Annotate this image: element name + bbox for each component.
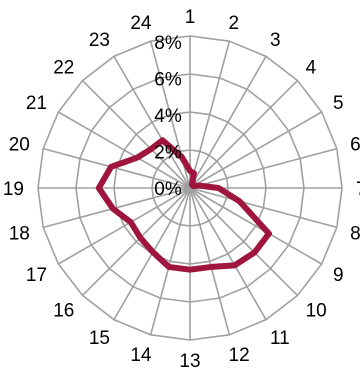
radar-tick-labels: 0% 2% 4% 6% 8% (154, 33, 182, 200)
data-point-13 (189, 268, 191, 271)
data-point-16 (139, 236, 142, 239)
category-label-17: 17 (26, 265, 47, 286)
spoke-10 (189, 187, 299, 297)
data-point-15 (151, 251, 154, 254)
category-label-1: 1 (185, 7, 196, 28)
data-point-20 (110, 165, 113, 168)
category-label-24: 24 (130, 13, 152, 34)
data-point-17 (129, 221, 132, 224)
category-label-14: 14 (130, 345, 152, 366)
data-point-5 (192, 185, 195, 188)
spoke-5 (189, 111, 323, 189)
radar-series-layer (95, 137, 272, 273)
data-point-8 (238, 200, 241, 203)
category-label-7: 7 (356, 179, 360, 200)
spoke-18 (42, 187, 191, 229)
data-point-1 (189, 169, 191, 172)
data-point-22 (150, 148, 153, 151)
spoke-17 (57, 187, 191, 265)
spoke-20 (42, 147, 191, 189)
category-label-20: 20 (9, 134, 30, 155)
data-point-24 (180, 155, 183, 158)
category-label-5: 5 (333, 93, 344, 114)
r-tick-label-3: 6% (154, 70, 182, 91)
spoke-21 (57, 111, 191, 189)
category-label-23: 23 (89, 30, 110, 51)
data-point-23 (161, 139, 164, 142)
spoke-6 (189, 147, 338, 189)
category-label-6: 6 (350, 134, 360, 155)
category-label-10: 10 (306, 301, 327, 322)
spoke-22 (81, 79, 191, 189)
spoke-2 (189, 40, 231, 189)
category-label-9: 9 (333, 265, 344, 286)
r-tick-label-2: 4% (154, 106, 182, 127)
category-label-2: 2 (229, 13, 240, 34)
data-point-10 (253, 251, 256, 254)
radar-grid (37, 35, 343, 341)
data-point-14 (167, 265, 170, 268)
category-label-22: 22 (53, 57, 74, 78)
data-point-21 (136, 156, 139, 159)
r-tick-label-4: 8% (154, 33, 182, 54)
category-label-15: 15 (89, 328, 110, 349)
data-point-6 (198, 184, 201, 187)
category-label-12: 12 (229, 345, 250, 366)
category-label-16: 16 (53, 301, 74, 322)
spoke-12 (189, 187, 231, 336)
spoke-14 (149, 187, 191, 336)
data-point-9 (267, 232, 270, 235)
spoke-3 (189, 55, 267, 189)
data-point-19 (97, 187, 100, 189)
spoke-8 (189, 187, 338, 229)
r-tick-label-1: 2% (154, 143, 182, 164)
category-label-8: 8 (350, 224, 360, 245)
spoke-4 (189, 79, 299, 189)
spoke-11 (189, 187, 267, 321)
data-point-7 (217, 187, 220, 189)
category-label-18: 18 (9, 224, 30, 245)
category-label-3: 3 (270, 30, 281, 51)
category-label-19: 19 (3, 179, 24, 200)
r-tick-label-0: 0% (154, 179, 182, 200)
category-label-11: 11 (270, 328, 290, 349)
data-point-11 (233, 264, 236, 267)
category-label-4: 4 (306, 57, 317, 78)
category-label-21: 21 (26, 93, 47, 114)
spoke-16 (81, 187, 191, 297)
radar-category-labels: 123456789101112131415161718192021222324 (3, 7, 360, 372)
spoke-23 (113, 55, 191, 189)
spoke-9 (189, 187, 323, 265)
data-point-12 (210, 265, 213, 268)
data-point-2 (192, 172, 195, 175)
data-point-18 (111, 207, 114, 210)
category-label-13: 13 (179, 351, 200, 372)
